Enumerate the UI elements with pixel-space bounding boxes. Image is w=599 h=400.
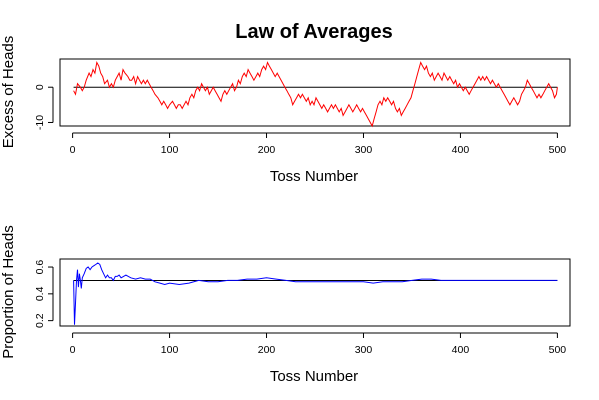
- x-tick-label: 300: [355, 144, 373, 156]
- x-tick-label: 400: [452, 144, 470, 156]
- series-line: [73, 262, 558, 325]
- x-tick-label: 300: [355, 344, 373, 356]
- x-tick-label: 500: [549, 344, 567, 356]
- x-tick-label: 200: [258, 344, 276, 356]
- x-tick-label: 400: [452, 344, 470, 356]
- x-axis-title: Toss Number: [270, 368, 358, 385]
- x-tick-label: 100: [161, 344, 179, 356]
- y-tick-label: 0.4: [34, 286, 46, 301]
- x-tick-label: 100: [161, 144, 179, 156]
- y-axis-title: Proportion of Heads: [0, 225, 17, 358]
- y-axis-title: Excess of Heads: [0, 36, 17, 149]
- x-tick-label: 500: [549, 144, 567, 156]
- y-tick-label: 0.2: [34, 313, 46, 328]
- y-tick-label: -10: [34, 115, 46, 130]
- y-axis: -10 0: [34, 84, 54, 130]
- x-tick-label: 0: [70, 144, 76, 156]
- excess-of-heads-panel: 0 100 200 300 400 500 -10 0 Toss Number Excess…: [0, 36, 571, 185]
- x-axis: 0 100 200 300 400 500: [70, 132, 567, 156]
- x-tick-label: 200: [258, 144, 276, 156]
- plot-frame: [59, 58, 571, 127]
- chart-title: Law of Averages: [235, 21, 392, 43]
- x-axis-title: Toss Number: [270, 168, 358, 185]
- proportion-of-heads-panel: 0 100 200 300 400 500 0.2 0.4 0.6 Toss Number P…: [0, 225, 571, 385]
- y-axis: 0.2 0.4 0.6: [34, 260, 54, 328]
- x-tick-label: 0: [70, 344, 76, 356]
- x-axis: 0 100 200 300 400 500: [70, 332, 567, 356]
- y-tick-label: 0: [34, 84, 46, 90]
- y-tick-label: 0.6: [34, 260, 46, 275]
- plot-frame: [59, 258, 571, 327]
- series-line: [73, 61, 558, 128]
